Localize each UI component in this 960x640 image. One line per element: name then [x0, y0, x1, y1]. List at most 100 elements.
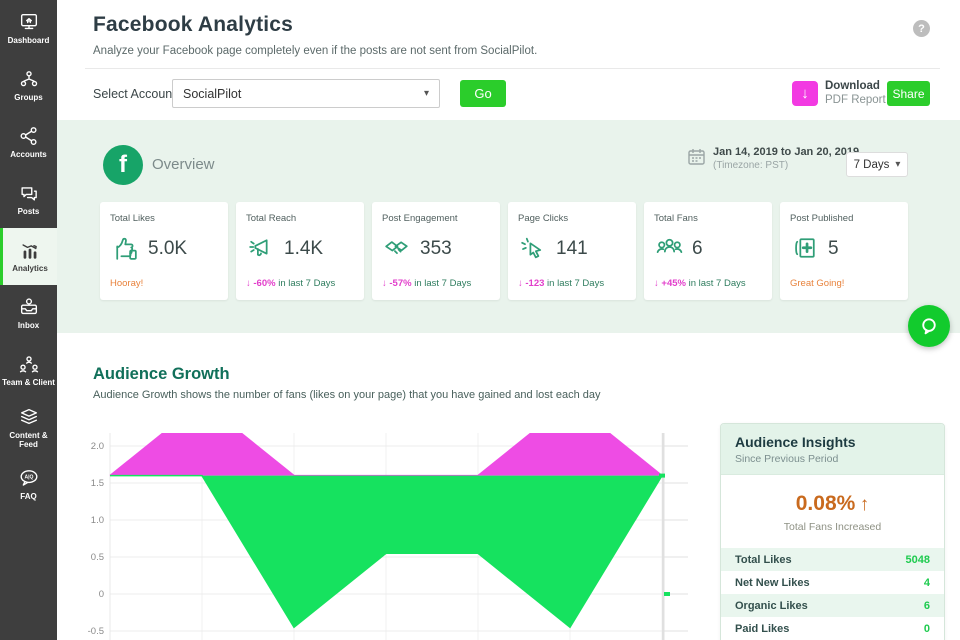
audience-insights-header: Audience Insights Since Previous Period — [721, 424, 944, 475]
header-divider — [85, 68, 940, 69]
stat-note: ↓ -123 in last 7 Days — [518, 278, 605, 289]
layers-icon — [20, 408, 37, 424]
page-title: Facebook Analytics — [93, 13, 294, 36]
cursor-click-icon — [521, 237, 542, 259]
stat-card-post-published: Post Published 5 Great Going! — [780, 202, 908, 300]
stat-label: Total Fans — [654, 213, 698, 224]
sidebar-item-groups[interactable]: Groups — [0, 57, 57, 114]
analytics-icon — [22, 244, 37, 260]
chat-bubble-icon — [922, 318, 936, 335]
chat-bubbles-icon — [20, 187, 37, 201]
faq-icon: A|Q — [20, 470, 37, 487]
share-button[interactable]: Share — [887, 81, 930, 106]
stat-card-total-fans: Total Fans 6 ↓ +45% in last 7 Days — [644, 202, 772, 300]
doc-plus-icon — [795, 238, 815, 258]
audience-insights-subtitle: Since Previous Period — [735, 453, 839, 465]
sidebar-item-label: FAQ — [20, 492, 37, 502]
share-nodes-icon — [20, 127, 37, 146]
download-icon[interactable]: ↓ — [792, 81, 818, 106]
inbox-icon — [20, 298, 37, 315]
sidebar-item-label: Content & Feed — [9, 430, 48, 449]
svg-text:-0.5: -0.5 — [88, 626, 104, 637]
overview-title: Overview — [152, 156, 215, 173]
download-label: Download — [825, 80, 880, 92]
svg-text:0: 0 — [99, 589, 104, 600]
date-range: Jan 14, 2019 to Jan 20, 2019 — [713, 146, 860, 158]
sidebar: Dashboard Groups Accounts Posts Analytic… — [0, 0, 57, 640]
stat-value: 5.0K — [148, 237, 188, 259]
sidebar-item-faq[interactable]: A|Q FAQ — [0, 456, 57, 513]
svg-text:2.0: 2.0 — [91, 441, 104, 452]
insights-row: Organic Likes 6 — [721, 594, 944, 617]
overview-section: f Overview Jan 14, 2019 to Jan 20, 2019 … — [57, 120, 960, 333]
insights-rows: Total Likes 5048 Net New Likes 4 Organic… — [721, 548, 944, 640]
users-icon — [656, 238, 683, 253]
megaphone-icon — [249, 239, 268, 257]
select-account-label: Select Account: — [93, 87, 180, 101]
dashboard-icon — [20, 14, 37, 30]
sidebar-item-label: Accounts — [10, 150, 47, 160]
stat-label: Page Clicks — [518, 213, 569, 224]
audience-growth-subtitle: Audience Growth shows the number of fans… — [93, 389, 601, 401]
go-button[interactable]: Go — [460, 80, 506, 107]
svg-text:0.5: 0.5 — [91, 552, 104, 563]
stat-note: ↓ -57% in last 7 Days — [382, 278, 472, 289]
insights-row: Paid Likes 0 — [735, 622, 930, 635]
page-header: Facebook Analytics Analyze your Facebook… — [57, 0, 960, 120]
stat-label: Post Published — [790, 213, 854, 224]
download-pdf-report-button[interactable]: Download PDF Report — [825, 80, 886, 108]
highlight-caption: Total Fans Increased — [783, 521, 882, 533]
sidebar-item-team-client[interactable]: Team & Client — [0, 342, 57, 399]
sidebar-item-label: Team & Client — [2, 378, 55, 388]
groups-icon — [20, 71, 37, 87]
stat-value: 1.4K — [284, 237, 324, 259]
audience-insights-panel: Audience Insights Since Previous Period … — [720, 423, 945, 640]
stat-card-total-likes: Total Likes 5.0K Hooray! — [100, 202, 228, 300]
sidebar-item-analytics[interactable]: Analytics — [0, 228, 57, 285]
audience-growth-chart[interactable]: 2.0 1.5 1.0 0.5 0 -0.5 — [85, 420, 705, 640]
thumbs-up-icon — [116, 237, 137, 260]
sidebar-item-label: Groups — [14, 93, 43, 103]
team-icon — [19, 356, 38, 373]
stat-value: 6 — [692, 237, 703, 259]
insights-highlight: 0.08% ↑ — [721, 492, 944, 516]
help-icon[interactable]: ? — [913, 20, 930, 37]
sidebar-item-accounts[interactable]: Accounts — [0, 114, 57, 171]
sidebar-item-inbox[interactable]: Inbox — [0, 285, 57, 342]
sidebar-item-label: Inbox — [17, 321, 40, 331]
handshake-icon — [385, 241, 408, 255]
stat-note: Hooray! — [110, 278, 144, 289]
stat-value: 141 — [556, 237, 588, 259]
svg-text:1.5: 1.5 — [91, 478, 104, 489]
sidebar-item-content-feed[interactable]: Content & Feed — [0, 399, 57, 456]
insights-row: Net New Likes 4 — [735, 576, 930, 589]
trend-down-icon: ↓ — [518, 278, 523, 289]
pdf-report-label: PDF Report — [825, 93, 886, 106]
sidebar-item-dashboard[interactable]: Dashboard — [0, 0, 57, 57]
stat-value: 353 — [420, 237, 452, 259]
stat-label: Total Reach — [246, 213, 297, 224]
svg-text:1.0: 1.0 — [91, 515, 104, 526]
trend-down-icon: ↓ — [654, 278, 659, 289]
period-dropdown[interactable]: 7 Days ▾ — [846, 152, 908, 177]
sidebar-item-label: Dashboard — [7, 36, 50, 46]
account-select-value: SocialPilot — [183, 86, 242, 101]
trend-up-icon: ↑ — [859, 494, 870, 515]
stat-value: 5 — [828, 237, 839, 259]
stat-note: ↓ -60% in last 7 Days — [246, 278, 336, 289]
sidebar-item-label: Posts — [17, 207, 40, 217]
stat-label: Total Likes — [110, 213, 155, 224]
audience-growth-title: Audience Growth — [93, 365, 230, 383]
stat-label: Post Engagement — [382, 213, 458, 224]
chat-fab-button[interactable] — [908, 305, 950, 347]
sidebar-item-posts[interactable]: Posts — [0, 171, 57, 228]
stat-note: Great Going! — [790, 278, 845, 289]
page-subtitle: Analyze your Facebook page completely ev… — [93, 45, 538, 57]
account-select[interactable]: SocialPilot ▾ — [172, 79, 440, 108]
audience-insights-title: Audience Insights — [735, 434, 856, 450]
trend-down-icon: ↓ — [382, 278, 387, 289]
trend-down-icon: ↓ — [246, 278, 251, 289]
stat-card-post-engagement: Post Engagement 353 ↓ -57% in last 7 Day… — [372, 202, 500, 300]
sidebar-item-label: Analytics — [12, 264, 48, 274]
insights-row: Total Likes 5048 — [721, 548, 944, 571]
